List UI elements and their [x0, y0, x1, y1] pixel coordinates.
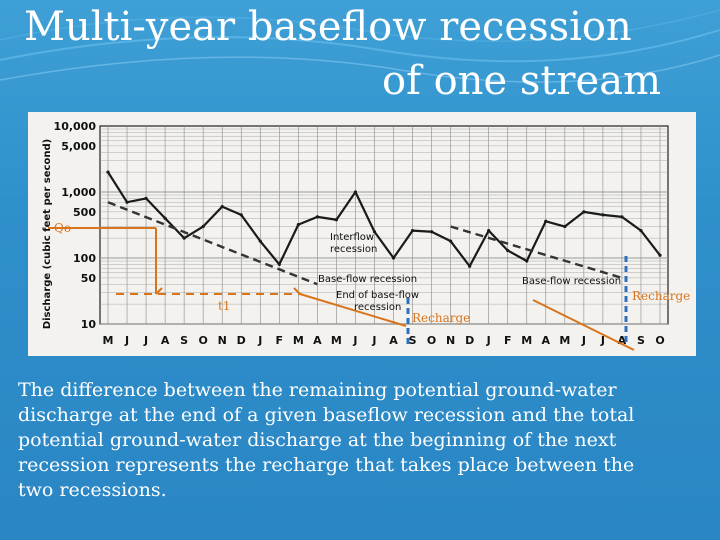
discharge-point — [429, 230, 434, 234]
caption-line: discharge at the end of a given baseflow… — [18, 404, 635, 426]
x-tick-label: N — [218, 334, 227, 347]
discharge-point — [582, 210, 586, 214]
interflow-label-line2: recession — [330, 244, 377, 255]
x-tick-label: J — [371, 334, 376, 347]
discharge-point — [258, 239, 262, 243]
x-tick-label: F — [504, 334, 512, 347]
x-tick-label: M — [331, 334, 342, 347]
t1-label: t1 — [218, 299, 230, 313]
x-tick-label: S — [409, 334, 417, 347]
discharge-point — [315, 215, 319, 219]
discharge-point — [468, 264, 472, 268]
caption-line: recession represents the recharge that t… — [18, 454, 635, 476]
discharge-point — [296, 223, 300, 227]
y-tick-label: 10,000 — [54, 120, 97, 133]
x-tick-label: S — [180, 334, 188, 347]
y-tick-label: 5,000 — [61, 140, 96, 153]
x-tick-label: J — [600, 334, 605, 347]
x-tick-label: J — [257, 334, 262, 347]
chart-svg: Discharge (cubic feet per second) 10,000… — [42, 120, 690, 351]
baseflow-recession-label-2: Base-flow recession — [522, 276, 621, 287]
discharge-point — [563, 224, 567, 229]
q0-label: Qo — [54, 221, 71, 235]
y-tick-label: 1,000 — [61, 186, 96, 199]
x-tick-label: O — [198, 334, 207, 347]
x-tick-label: A — [618, 334, 627, 347]
x-tick-label: O — [655, 334, 664, 347]
discharge-point — [220, 205, 224, 209]
end-baseflow-label-line2: recession — [354, 302, 401, 313]
x-tick-label: M — [103, 334, 114, 347]
x-tick-label: J — [143, 334, 148, 347]
slide-title-line1: Multi-year baseflow recession — [24, 4, 632, 50]
caption-line: The difference between the remaining pot… — [18, 379, 617, 401]
x-tick-label: A — [389, 334, 398, 347]
recession-extension-line-1 — [299, 293, 407, 327]
discharge-point — [601, 213, 605, 217]
discharge-point — [334, 218, 339, 222]
recession-extension-line-2 — [532, 299, 635, 351]
t1-right-bracket — [293, 287, 301, 295]
discharge-point — [201, 224, 205, 229]
x-tick-label: S — [637, 334, 645, 347]
discharge-point — [106, 170, 110, 174]
x-tick-label: M — [521, 334, 532, 347]
caption-line: two recessions. — [18, 479, 167, 501]
y-axis-label: Discharge (cubic feet per second) — [42, 139, 53, 329]
x-tick-label: M — [293, 334, 304, 347]
t1-left-bracket — [155, 287, 163, 295]
recharge-label-1: Recharge — [412, 311, 470, 325]
y-tick-label: 100 — [73, 252, 96, 265]
discharge-point — [544, 219, 548, 223]
discharge-point — [182, 236, 186, 240]
caption-text: The difference between the remaining pot… — [18, 378, 708, 503]
y-tick-label: 10 — [81, 318, 97, 331]
discharge-point — [639, 229, 643, 233]
x-tick-label: F — [276, 334, 284, 347]
x-tick-label: N — [446, 334, 455, 347]
discharge-point — [144, 196, 148, 200]
caption-line: potential ground-water discharge at the … — [18, 429, 617, 451]
x-tick-label: M — [559, 334, 570, 347]
x-tick-label: A — [313, 334, 322, 347]
x-tick-label: D — [237, 334, 246, 347]
end-baseflow-label-line1: End of base-flow — [336, 290, 419, 301]
interflow-label-line1: Interflow — [330, 232, 374, 243]
x-tick-label: J — [486, 334, 491, 347]
discharge-point — [449, 239, 453, 243]
discharge-point — [239, 213, 243, 217]
discharge-point — [410, 229, 415, 233]
discharge-point — [372, 230, 377, 234]
baseflow-recession-dashed-line — [107, 201, 318, 286]
x-tick-label: A — [161, 334, 170, 347]
x-tick-label: J — [352, 334, 357, 347]
discharge-point — [163, 216, 167, 220]
discharge-point — [487, 229, 491, 233]
y-tick-label: 50 — [81, 272, 97, 285]
baseflow-recession-dashed-line — [450, 225, 623, 280]
discharge-point — [391, 256, 396, 260]
recharge-label-2: Recharge — [632, 289, 690, 303]
discharge-point — [658, 253, 662, 257]
x-tick-label: O — [427, 334, 436, 347]
discharge-series-line — [107, 171, 661, 268]
x-tick-label: D — [465, 334, 474, 347]
x-tick-label: J — [581, 334, 586, 347]
discharge-point — [620, 215, 624, 219]
baseflow-recession-label-1: Base-flow recession — [318, 274, 417, 285]
hydrograph-chart: Discharge (cubic feet per second) 10,000… — [28, 112, 696, 356]
discharge-point — [353, 190, 358, 194]
x-tick-label: A — [542, 334, 551, 347]
y-tick-label: 500 — [73, 206, 96, 219]
discharge-point — [506, 248, 510, 253]
slide-title-line2: of one stream — [382, 58, 662, 104]
x-tick-label: J — [124, 334, 129, 347]
discharge-point — [277, 262, 281, 266]
discharge-point — [525, 259, 529, 263]
discharge-point — [125, 200, 129, 204]
